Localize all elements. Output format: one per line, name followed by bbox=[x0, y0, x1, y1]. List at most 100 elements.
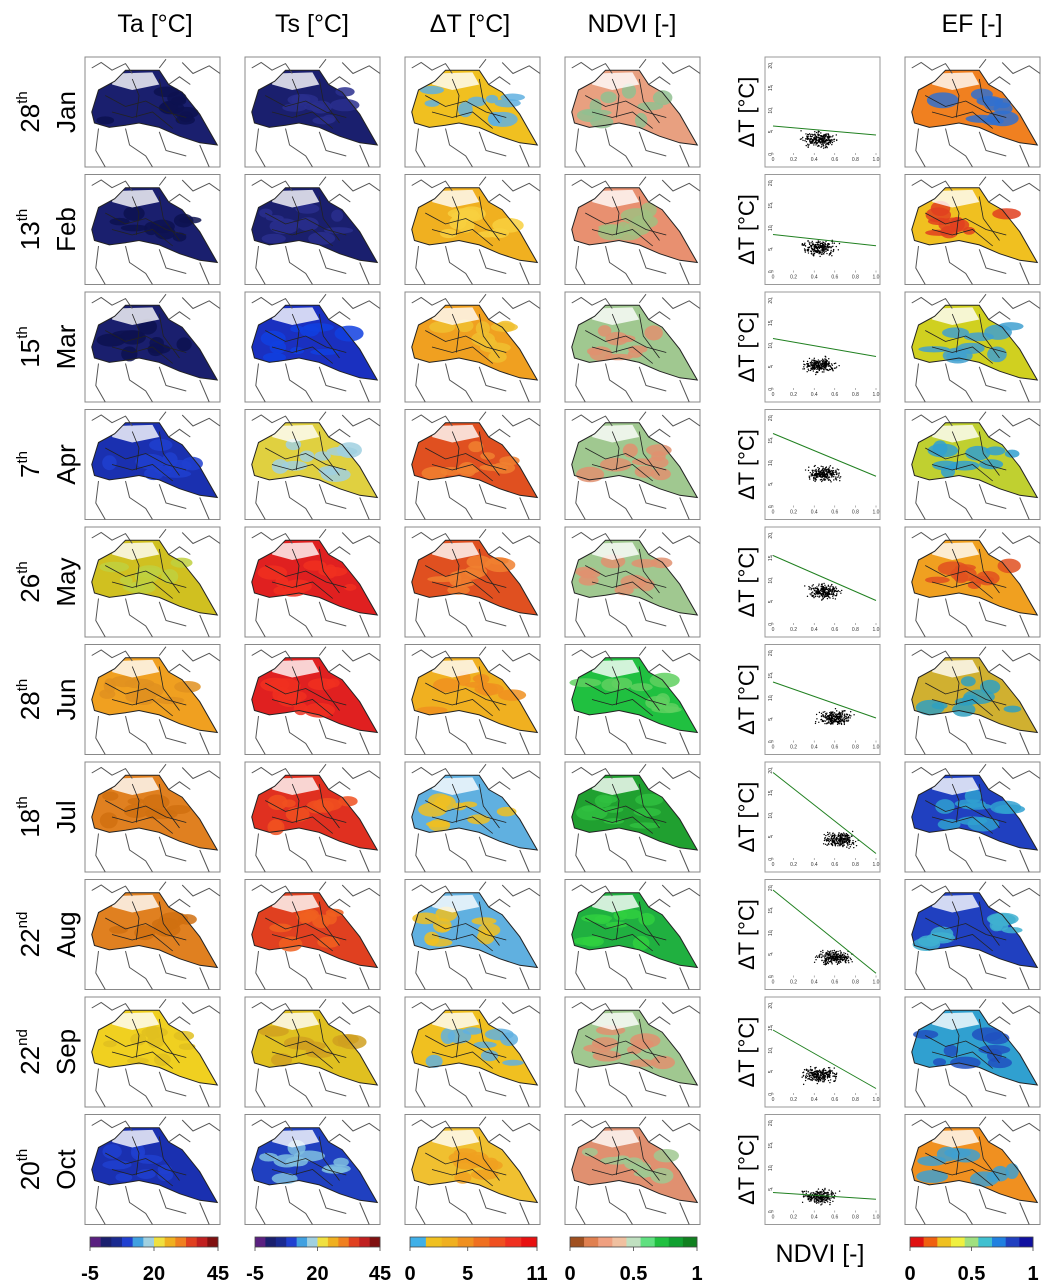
map-panel bbox=[245, 410, 380, 520]
point bbox=[852, 840, 853, 841]
point bbox=[836, 471, 837, 472]
point bbox=[848, 717, 849, 718]
point bbox=[810, 1075, 811, 1076]
map-patch bbox=[1005, 1163, 1018, 1179]
point bbox=[852, 842, 853, 843]
point bbox=[827, 133, 828, 134]
point bbox=[821, 253, 822, 254]
point bbox=[831, 1190, 832, 1191]
point bbox=[810, 134, 811, 135]
point bbox=[808, 470, 809, 471]
point bbox=[803, 366, 804, 367]
point bbox=[815, 479, 816, 480]
point bbox=[805, 469, 806, 470]
point bbox=[827, 1075, 828, 1076]
map-patch bbox=[467, 814, 490, 824]
y-tick-label: 15 bbox=[768, 908, 774, 914]
point bbox=[823, 1068, 824, 1069]
point bbox=[825, 720, 826, 721]
point bbox=[835, 1076, 836, 1077]
point bbox=[807, 1071, 808, 1072]
point bbox=[836, 962, 837, 963]
point bbox=[829, 1198, 830, 1199]
point bbox=[802, 137, 803, 138]
y-tick-label: 0 bbox=[768, 505, 774, 508]
y-tick-label: 0 bbox=[768, 1210, 774, 1213]
map-patch bbox=[262, 234, 286, 243]
y-tick-label: 20 bbox=[768, 180, 774, 186]
colorbar-tick-label: 0 bbox=[904, 1263, 915, 1285]
map-patch bbox=[638, 579, 655, 592]
point bbox=[811, 143, 812, 144]
point bbox=[845, 956, 846, 957]
point bbox=[806, 141, 807, 142]
map-patch bbox=[136, 1169, 155, 1179]
point bbox=[821, 716, 822, 717]
map-patch bbox=[102, 1160, 131, 1169]
colorbar-swatch bbox=[1019, 1237, 1033, 1247]
point bbox=[824, 476, 825, 477]
point bbox=[809, 358, 810, 359]
point bbox=[818, 722, 819, 723]
day-number: 22 bbox=[15, 1046, 45, 1075]
point bbox=[811, 360, 812, 361]
colorbar-swatch bbox=[442, 1237, 458, 1247]
scatter-y-label: ΔT [°C] bbox=[734, 77, 759, 148]
point bbox=[834, 1197, 835, 1198]
point bbox=[843, 952, 844, 953]
point bbox=[823, 593, 824, 594]
day-number: 20 bbox=[15, 1161, 45, 1190]
x-tick-label: 0.8 bbox=[852, 745, 859, 751]
colorbar-swatch bbox=[197, 1237, 208, 1247]
map-patch bbox=[606, 922, 628, 928]
scatter-y-label: ΔT [°C] bbox=[734, 782, 759, 853]
point bbox=[824, 252, 825, 253]
point bbox=[810, 362, 811, 363]
row-day: 18th bbox=[14, 796, 45, 837]
row-month: Jul bbox=[51, 800, 81, 833]
point bbox=[845, 716, 846, 717]
x-tick-label: 0.4 bbox=[811, 1215, 818, 1221]
map-patch bbox=[478, 923, 500, 936]
map-panel bbox=[905, 527, 1040, 637]
point bbox=[824, 1188, 825, 1189]
point bbox=[805, 1076, 806, 1077]
point bbox=[812, 242, 813, 243]
point bbox=[839, 957, 840, 958]
map-patch bbox=[992, 208, 1021, 219]
x-tick-label: 0.8 bbox=[852, 862, 859, 868]
point bbox=[807, 363, 808, 364]
y-tick-label: 15 bbox=[768, 203, 774, 209]
point bbox=[849, 717, 850, 718]
point bbox=[833, 594, 834, 595]
x-tick-label: 0.6 bbox=[831, 980, 838, 986]
row-month: Mar bbox=[51, 324, 81, 369]
point bbox=[821, 713, 822, 714]
colorbar-swatch bbox=[924, 1237, 938, 1247]
map-patch bbox=[925, 577, 950, 584]
x-tick-label: 1.0 bbox=[873, 1215, 880, 1221]
map-patch bbox=[103, 1040, 117, 1047]
point bbox=[821, 1070, 822, 1071]
point bbox=[816, 371, 817, 372]
point bbox=[836, 139, 837, 140]
point bbox=[845, 718, 846, 719]
y-tick-label: 5 bbox=[768, 718, 774, 721]
point bbox=[837, 962, 838, 963]
point bbox=[827, 369, 828, 370]
x-tick-label: 0.2 bbox=[790, 392, 797, 398]
point bbox=[818, 359, 819, 360]
map-patch bbox=[650, 558, 672, 569]
point bbox=[821, 957, 822, 958]
point bbox=[815, 956, 816, 957]
map-patch bbox=[575, 567, 597, 576]
point bbox=[822, 251, 823, 252]
colorbar-tick-label: 20 bbox=[143, 1263, 165, 1285]
point bbox=[837, 845, 838, 846]
day-suffix: th bbox=[14, 1149, 31, 1162]
point bbox=[842, 840, 843, 841]
point bbox=[834, 834, 835, 835]
point bbox=[823, 369, 824, 370]
point bbox=[818, 1073, 819, 1074]
point bbox=[822, 950, 823, 951]
